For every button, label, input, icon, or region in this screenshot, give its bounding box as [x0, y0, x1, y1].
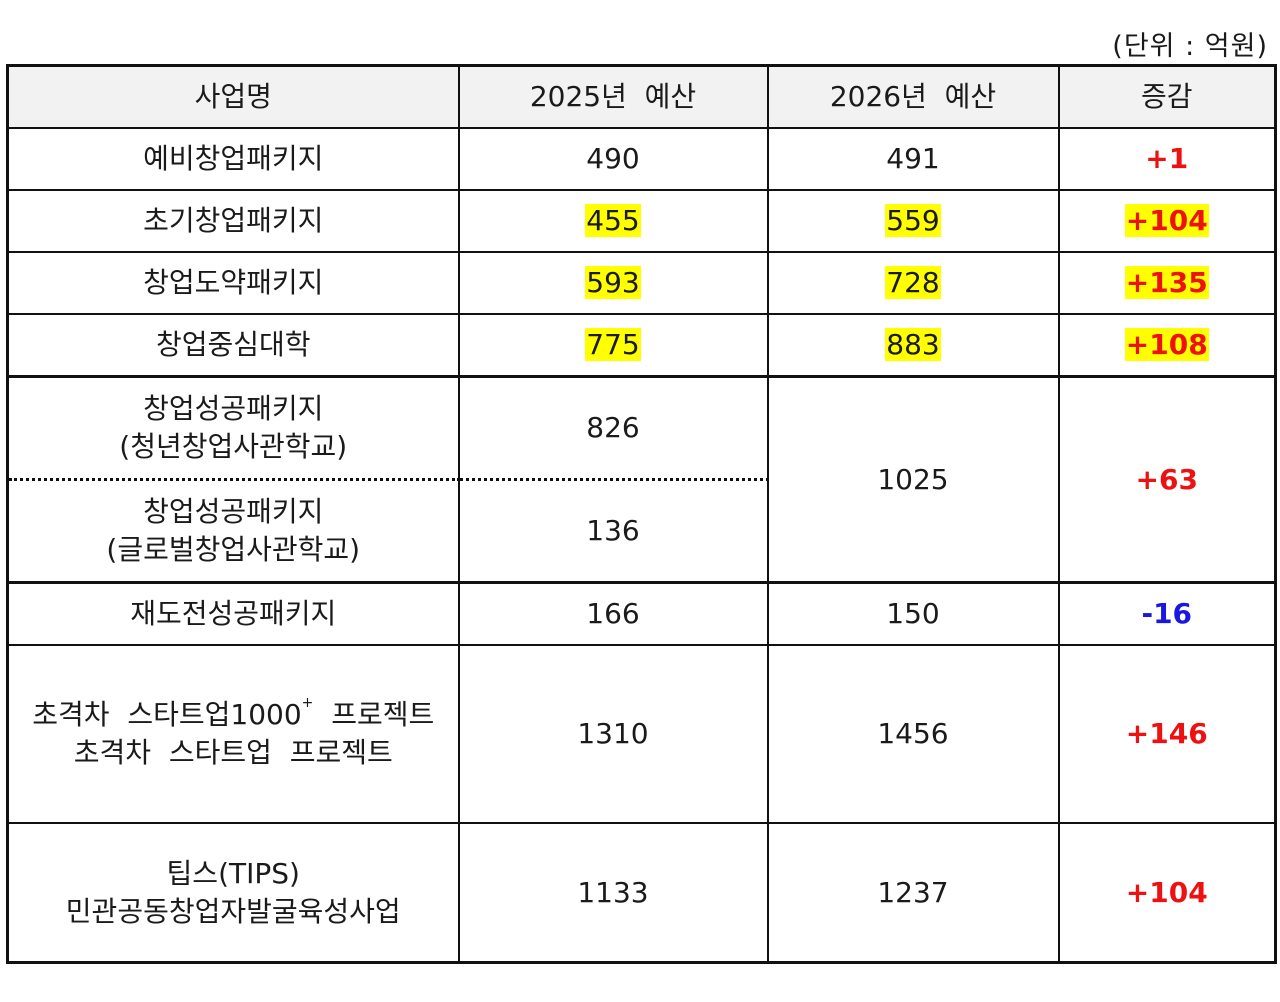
change-increase: +135 — [1124, 266, 1209, 300]
budget-2025-value: 136 — [457, 478, 769, 584]
unit-label: (단위 : 억원) — [1112, 31, 1268, 62]
table-row: 창업성공패키지 (청년창업사관학교) 826 1025 +63 — [6, 375, 1277, 584]
change-increase: +104 — [1125, 875, 1208, 909]
change-value: +104 — [1057, 189, 1277, 253]
table-row: 예비창업패키지 490 491 +1 — [6, 127, 1277, 191]
budget-2025-value: 826 — [457, 375, 769, 481]
budget-2026-merged-value: 1025 — [766, 375, 1060, 584]
budget-2026-value: 883 — [766, 313, 1060, 378]
table-row: 재도전성공패키지 166 150 -16 — [6, 581, 1277, 646]
budget-2025-value: 490 — [457, 127, 769, 191]
change-increase: +1 — [1145, 142, 1189, 176]
table-row: 초기창업패키지 455 559 +104 — [6, 189, 1277, 253]
change-value: -16 — [1057, 581, 1277, 646]
table-header-row: 사업명 2025년 예산 2026년 예산 증감 — [6, 64, 1277, 129]
program-name: 창업성공패키지 (청년창업사관학교) — [6, 375, 460, 481]
program-name-line1: 초격차 스타트업1000+ 프로젝트 — [13, 695, 454, 734]
change-value: +146 — [1057, 644, 1277, 824]
budget-2026-value: 559 — [766, 189, 1060, 253]
header-name: 사업명 — [6, 64, 460, 129]
highlighted-value: 883 — [885, 328, 941, 362]
budget-2026-value: 1237 — [766, 822, 1060, 964]
highlighted-value: 728 — [885, 266, 941, 300]
program-name: 재도전성공패키지 — [6, 581, 460, 646]
program-name-line1: 팁스(TIPS) — [166, 856, 300, 890]
table-row: 팁스(TIPS) 민관공동창업자발굴육성사업 1133 1237 +104 — [6, 822, 1277, 964]
program-name-line1: 창업성공패키지 — [143, 392, 324, 426]
program-name: 창업중심대학 — [6, 313, 460, 378]
superscript-plus: + — [301, 695, 314, 712]
change-decrease: -16 — [1141, 597, 1193, 631]
budget-2026-value: 491 — [766, 127, 1060, 191]
budget-2025-value: 166 — [457, 581, 769, 646]
table-row: 창업중심대학 775 883 +108 — [6, 313, 1277, 378]
budget-2025-value: 775 — [457, 313, 769, 378]
change-value: +108 — [1057, 313, 1277, 378]
program-name: 창업성공패키지 (글로벌창업사관학교) — [6, 478, 460, 584]
program-name-line2: (글로벌창업사관학교) — [106, 533, 361, 566]
change-value: +104 — [1057, 822, 1277, 964]
program-name: 팁스(TIPS) 민관공동창업자발굴육성사업 — [6, 822, 460, 964]
highlighted-value: 455 — [585, 204, 641, 238]
table-row: 창업도약패키지 593 728 +135 — [6, 251, 1277, 315]
budget-2026-value: 150 — [766, 581, 1060, 646]
program-name: 예비창업패키지 — [6, 127, 460, 191]
header-budget-2025: 2025년 예산 — [457, 64, 769, 129]
budget-table: 사업명 2025년 예산 2026년 예산 증감 예비창업패키지 490 491… — [6, 64, 1277, 964]
change-increase: +104 — [1124, 204, 1209, 238]
change-value: +63 — [1057, 375, 1277, 584]
budget-2025-value: 593 — [457, 251, 769, 315]
highlighted-value: 559 — [885, 204, 941, 238]
header-change: 증감 — [1057, 64, 1277, 129]
program-name-line2: 민관공동창업자발굴육성사업 — [65, 894, 401, 928]
change-value: +1 — [1057, 127, 1277, 191]
header-budget-2026: 2026년 예산 — [766, 64, 1060, 129]
program-name: 초격차 스타트업1000+ 프로젝트 초격차 스타트업 프로젝트 — [6, 644, 460, 824]
budget-2025-value: 1133 — [457, 822, 769, 964]
change-increase: +63 — [1135, 462, 1198, 496]
program-name-line2: 초격차 스타트업 프로젝트 — [73, 736, 393, 769]
budget-2026-value: 1456 — [766, 644, 1060, 824]
program-name-line2: (청년창업사관학교) — [119, 430, 348, 463]
program-name-line1: 창업성공패키지 — [143, 495, 324, 529]
budget-2025-value: 1310 — [457, 644, 769, 824]
change-value: +135 — [1057, 251, 1277, 315]
change-increase: +108 — [1124, 328, 1209, 362]
table-row: 초격차 스타트업1000+ 프로젝트 초격차 스타트업 프로젝트 1310 14… — [6, 644, 1277, 824]
budget-2025-value: 455 — [457, 189, 769, 253]
table-row: 창업성공패키지 (글로벌창업사관학교) 136 — [6, 478, 1276, 584]
highlighted-value: 593 — [585, 266, 641, 300]
budget-2026-value: 728 — [766, 251, 1060, 315]
change-increase: +146 — [1125, 717, 1208, 751]
program-name: 초기창업패키지 — [6, 189, 460, 253]
program-name-line1-part-a: 초격차 스타트업1000 — [32, 698, 302, 732]
highlighted-value: 775 — [585, 328, 641, 362]
program-name: 창업도약패키지 — [6, 251, 460, 315]
program-name-line1-part-b: 프로젝트 — [313, 698, 435, 732]
